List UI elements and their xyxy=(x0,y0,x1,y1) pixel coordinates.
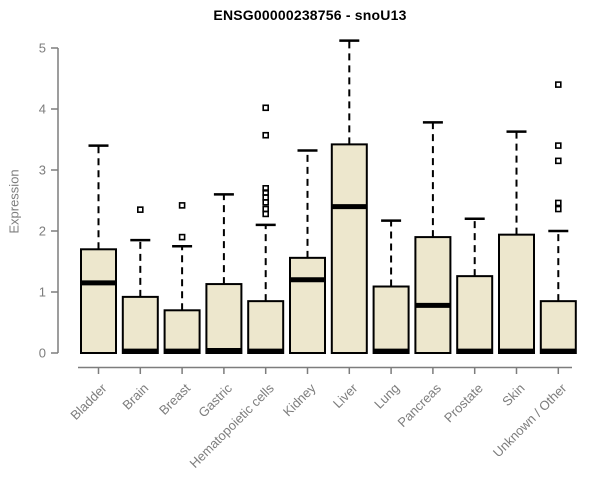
outlier-point xyxy=(554,81,562,88)
iqr-box xyxy=(414,236,452,355)
boxplot-group-liver xyxy=(330,39,368,354)
iqr-box xyxy=(539,300,577,354)
x-tick-label: Breast xyxy=(156,380,193,417)
boxplot-group-lung xyxy=(372,219,410,355)
iqr-box xyxy=(456,275,494,355)
y-tick-label: 5 xyxy=(39,41,46,56)
y-axis-label: Expression xyxy=(6,169,22,234)
iqr-box xyxy=(205,283,243,355)
x-tick-label: Pancreas xyxy=(395,380,445,430)
iqr-box xyxy=(247,300,285,354)
iqr-box xyxy=(372,285,410,355)
y-tick-label: 3 xyxy=(39,163,46,178)
boxplot-group-breast xyxy=(163,202,201,354)
x-tick-label: Liver xyxy=(330,380,361,411)
outlier-point xyxy=(554,142,562,149)
outlier-point xyxy=(554,205,562,213)
boxplot-group-brain xyxy=(121,206,159,355)
outlier-point xyxy=(262,205,270,213)
outlier-point xyxy=(554,157,562,165)
y-tick-label: 2 xyxy=(39,224,46,239)
boxplot-group-kidney xyxy=(289,149,326,354)
iqr-box xyxy=(163,309,201,354)
x-tick-label: Unknown / Other xyxy=(490,380,570,460)
boxplot-group-prostate xyxy=(456,217,494,355)
iqr-box xyxy=(330,143,368,354)
iqr-box xyxy=(121,295,159,355)
boxplot-group-hematopoietic-cells xyxy=(247,104,285,354)
chart-title: ENSG00000238756 - snoU13 xyxy=(213,7,407,23)
y-tick-label: 0 xyxy=(39,346,46,361)
boxplot-group-gastric xyxy=(205,193,243,355)
x-tick-label: Brain xyxy=(119,381,151,413)
x-tick-label: Skin xyxy=(499,381,527,409)
outlier-point xyxy=(262,104,270,112)
x-tick-label: Bladder xyxy=(67,380,110,423)
x-tick-label: Kidney xyxy=(280,380,319,419)
boxplot-group-bladder xyxy=(80,144,117,354)
x-tick-label: Lung xyxy=(371,381,402,412)
x-tick-label: Prostate xyxy=(441,381,486,426)
x-tick-label: Gastric xyxy=(195,380,235,420)
boxplot-group-unknown-other xyxy=(539,81,577,354)
y-tick-label: 1 xyxy=(39,285,46,300)
outlier-point xyxy=(554,199,562,207)
boxplot-group-pancreas xyxy=(414,121,452,355)
outlier-point xyxy=(262,131,270,139)
y-tick-label: 4 xyxy=(39,102,46,117)
outlier-point xyxy=(262,185,270,192)
outlier-point xyxy=(178,233,186,241)
outlier-point xyxy=(178,202,186,209)
iqr-box xyxy=(289,256,326,354)
outlier-point xyxy=(137,206,144,213)
iqr-box xyxy=(498,233,535,354)
iqr-box xyxy=(80,248,117,354)
boxplot-group-skin xyxy=(498,130,535,354)
